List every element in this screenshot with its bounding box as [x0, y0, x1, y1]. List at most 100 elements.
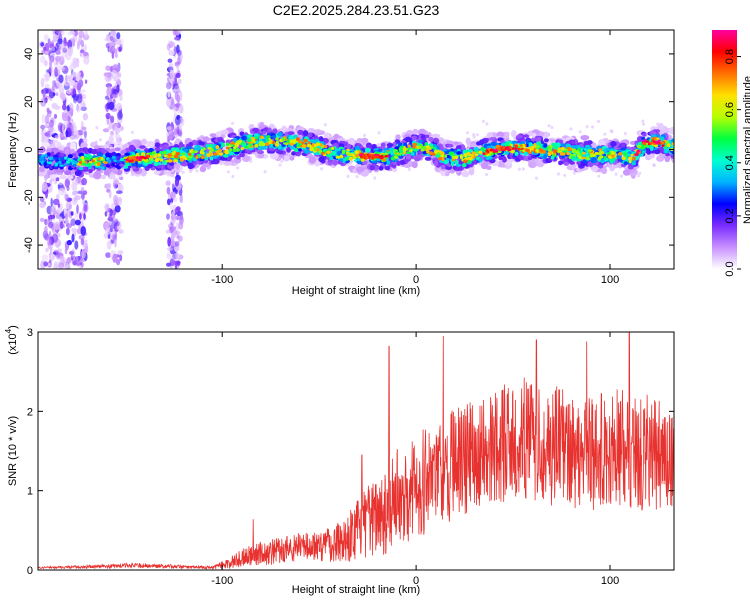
heatmap-cell: [384, 165, 391, 171]
heatmap-cell: [608, 155, 613, 159]
heatmap-cell: [525, 148, 530, 152]
heatmap-cell: [168, 81, 173, 86]
heatmap-cell: [65, 201, 72, 211]
heatmap-cell: [141, 155, 145, 159]
heatmap-cell: [74, 255, 79, 262]
heatmap-cell: [78, 234, 85, 240]
heatmap-cell: [110, 174, 116, 180]
heatmap-cell: [44, 123, 51, 127]
heatmap-cell: [44, 174, 48, 182]
heatmap-cell: [55, 169, 62, 173]
heatmap-cell: [50, 206, 55, 216]
heatmap-cell: [564, 148, 569, 152]
heatmap-cell: [116, 84, 120, 93]
heatmap-cell: [167, 152, 173, 157]
heatmap-cell: [466, 131, 470, 135]
heatmap-cell: [405, 153, 412, 160]
heatmap-cell: [454, 160, 459, 165]
heatmap-cell: [83, 147, 89, 154]
heatmap-cell: [446, 143, 454, 148]
heatmap-cell: [47, 215, 52, 220]
heatmap-cell: [339, 154, 343, 158]
heatmap-cell: [146, 163, 153, 169]
heatmap-cell: [42, 88, 46, 98]
snr-x-axis-title: Height of straight line (km): [292, 584, 420, 596]
heatmap-cell: [298, 148, 302, 152]
heatmap-cell: [52, 30, 55, 35]
heatmap-cell: [104, 73, 112, 83]
heatmap-cell: [171, 183, 175, 189]
heatmap-cell: [116, 190, 123, 194]
heatmap-cell: [71, 227, 77, 233]
heatmap-cell: [407, 167, 411, 172]
heatmap-cell: [433, 137, 439, 143]
heatmap-cell: [236, 166, 240, 170]
heatmap-cell: [264, 142, 270, 146]
heatmap-cell: [444, 154, 448, 158]
heatmap-cell: [433, 160, 439, 167]
heatmap-cell: [47, 110, 52, 114]
heatmap-cell: [514, 147, 518, 151]
heatmap-cell: [72, 186, 78, 192]
spectrogram-frame: [37, 29, 675, 270]
heatmap-cell: [166, 213, 170, 220]
heatmap-cell: [74, 212, 79, 220]
heatmap-cell: [50, 197, 53, 208]
heatmap-cell: [382, 158, 387, 162]
heatmap-cell: [115, 221, 120, 227]
heatmap-cell: [567, 148, 572, 152]
heatmap-cell: [226, 147, 230, 150]
heatmap-cell: [106, 126, 110, 131]
heatmap-cell: [168, 125, 173, 136]
heatmap-cell: [474, 153, 479, 157]
heatmap-cell: [81, 126, 87, 131]
heatmap-cell: [262, 130, 267, 135]
heatmap-cell: [507, 148, 511, 152]
heatmap-cell: [578, 155, 582, 160]
heatmap-cell: [48, 65, 53, 73]
heatmap-cell: [39, 156, 45, 160]
heatmap-cell: [600, 158, 605, 164]
heatmap-cell: [628, 159, 632, 164]
heatmap-cell: [105, 112, 111, 120]
heatmap-cell: [202, 147, 206, 151]
heatmap-cell: [119, 176, 124, 181]
heatmap-cell: [370, 154, 375, 157]
heatmap-cell: [65, 51, 72, 61]
heatmap-cell: [505, 146, 509, 149]
heatmap-cell: [346, 143, 352, 149]
heatmap-cell: [475, 133, 479, 137]
heatmap-cell: [244, 146, 249, 149]
heatmap-cell: [170, 240, 177, 248]
spectrogram-x-tick-label: -100: [211, 274, 233, 286]
heatmap-cell: [255, 135, 259, 140]
heatmap-cell: [47, 238, 52, 246]
heatmap-cell: [283, 142, 288, 145]
snr-x-tick-label: 0: [413, 575, 419, 587]
heatmap-cell: [601, 167, 608, 175]
heatmap-cell: [523, 134, 530, 138]
heatmap-cell: [364, 147, 371, 153]
heatmap-cell: [303, 138, 308, 143]
heatmap-cell: [634, 155, 640, 161]
heatmap-cell: [40, 124, 46, 130]
heatmap-cell: [520, 147, 524, 151]
heatmap-cell: [623, 132, 627, 136]
heatmap-cell: [247, 134, 253, 139]
heatmap-cell: [405, 147, 409, 151]
heatmap-cell: [63, 163, 68, 166]
heatmap-cell: [405, 137, 413, 143]
heatmap-cell: [169, 69, 174, 80]
heatmap-cell: [115, 39, 122, 46]
heatmap-cell: [558, 160, 564, 165]
colorbar-tick-label: 0.8: [724, 49, 736, 64]
heatmap-cell: [80, 106, 87, 112]
heatmap-cell: [174, 116, 181, 126]
heatmap-cell: [55, 177, 60, 182]
heatmap-cell: [79, 70, 84, 79]
heatmap-cell: [60, 93, 66, 102]
heatmap-cell: [179, 104, 184, 114]
heatmap-cell: [472, 135, 476, 139]
heatmap-cell: [60, 66, 65, 71]
